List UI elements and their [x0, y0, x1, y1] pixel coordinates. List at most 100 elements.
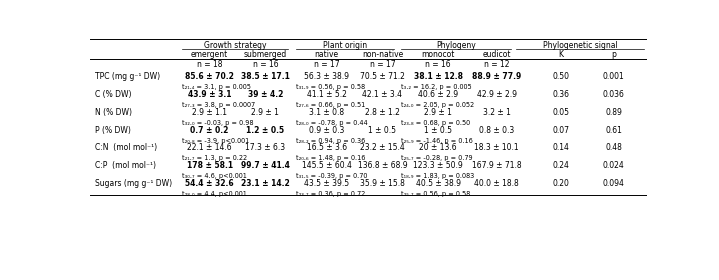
- Text: C (% DW): C (% DW): [96, 90, 132, 99]
- Text: 0.8 ± 0.3: 0.8 ± 0.3: [479, 126, 514, 135]
- Text: monocot: monocot: [421, 50, 455, 59]
- Text: 0.24: 0.24: [552, 161, 569, 170]
- Text: t₃₀.₇ = 4.6, p<0.001: t₃₀.₇ = 4.6, p<0.001: [182, 173, 247, 179]
- Text: 20 ± 13.6: 20 ± 13.6: [419, 143, 457, 152]
- Text: t₂₁.₄ = 3.1, p = 0.005: t₂₁.₄ = 3.1, p = 0.005: [182, 85, 251, 90]
- Text: 40.5 ± 38.9: 40.5 ± 38.9: [416, 179, 461, 188]
- Text: 0.48: 0.48: [605, 143, 622, 152]
- Text: t₂₅.₉ = -1.46, p = 0.16: t₂₅.₉ = -1.46, p = 0.16: [400, 137, 472, 144]
- Text: 23.2 ± 15.4: 23.2 ± 15.4: [360, 143, 405, 152]
- Text: 23.1 ± 14.2: 23.1 ± 14.2: [241, 179, 290, 188]
- Text: 0.001: 0.001: [603, 73, 625, 81]
- Text: n = 18: n = 18: [197, 60, 222, 69]
- Text: t₂₈.₀ = -0.78, p = 0.44: t₂₈.₀ = -0.78, p = 0.44: [296, 120, 367, 126]
- Text: 16.5 ± 3.6: 16.5 ± 3.6: [306, 143, 347, 152]
- Text: t₁₈.₉ = 1.83, p = 0.083: t₁₈.₉ = 1.83, p = 0.083: [400, 173, 474, 179]
- Text: t₂₃.₇ = 0.36, p = 0.72: t₂₃.₇ = 0.36, p = 0.72: [296, 191, 365, 197]
- Text: 1 ± 0.5: 1 ± 0.5: [368, 126, 396, 135]
- Text: n = 16: n = 16: [426, 60, 451, 69]
- Text: 54.4 ± 32.6: 54.4 ± 32.6: [186, 179, 234, 188]
- Text: 42.1 ± 3.4: 42.1 ± 3.4: [362, 90, 403, 99]
- Text: t₂₀.₈ = -3.9, p<0.001: t₂₀.₈ = -3.9, p<0.001: [182, 137, 249, 144]
- Text: 18.3 ± 10.1: 18.3 ± 10.1: [475, 143, 519, 152]
- Text: 42.9 ± 2.9: 42.9 ± 2.9: [477, 90, 517, 99]
- Text: 40.0 ± 18.8: 40.0 ± 18.8: [475, 179, 519, 188]
- Text: 41.1 ± 5.2: 41.1 ± 5.2: [307, 90, 347, 99]
- Text: 22.1 ± 14.6: 22.1 ± 14.6: [188, 143, 232, 152]
- Text: Sugars (mg g⁻¹ DW): Sugars (mg g⁻¹ DW): [96, 179, 173, 188]
- Text: 136.8 ± 68.9: 136.8 ± 68.9: [357, 161, 407, 170]
- Text: eudicot: eudicot: [482, 50, 511, 59]
- Text: P (% DW): P (% DW): [96, 126, 132, 135]
- Text: 2.9 ± 1: 2.9 ± 1: [252, 108, 280, 117]
- Text: 85.6 ± 70.2: 85.6 ± 70.2: [186, 73, 234, 81]
- Text: 70.5 ± 71.2: 70.5 ± 71.2: [360, 73, 405, 81]
- Text: t₂₅.₇ = -0.28, p = 0.79: t₂₅.₇ = -0.28, p = 0.79: [400, 155, 472, 161]
- Text: 0.7 ± 0.2: 0.7 ± 0.2: [191, 126, 229, 135]
- Text: n = 17: n = 17: [314, 60, 339, 69]
- Text: 40.6 ± 2.9: 40.6 ± 2.9: [418, 90, 458, 99]
- Text: 167.9 ± 71.8: 167.9 ± 71.8: [472, 161, 521, 170]
- Text: Growth strategy: Growth strategy: [203, 41, 266, 50]
- Text: t₃₂.₀ = -0.03, p = 0.98: t₃₂.₀ = -0.03, p = 0.98: [182, 120, 253, 126]
- Text: non-native: non-native: [362, 50, 403, 59]
- Text: N (% DW): N (% DW): [96, 108, 132, 117]
- Text: t₃₁.₅ = -0.39, p = 0.70: t₃₁.₅ = -0.39, p = 0.70: [296, 173, 367, 179]
- Text: 0.07: 0.07: [552, 126, 569, 135]
- Text: 0.61: 0.61: [605, 126, 622, 135]
- Text: t₂₇.₆ = 0.66, p = 0.51: t₂₇.₆ = 0.66, p = 0.51: [296, 102, 365, 108]
- Text: p: p: [611, 50, 616, 59]
- Text: 1 ± 0.5: 1 ± 0.5: [424, 126, 452, 135]
- Text: 178 ± 58.1: 178 ± 58.1: [187, 161, 233, 170]
- Text: 39 ± 4.2: 39 ± 4.2: [248, 90, 283, 99]
- Text: C:P  (mol mol⁻¹): C:P (mol mol⁻¹): [96, 161, 157, 170]
- Text: t₂₀.₆ = 1.48, p = 0.16: t₂₀.₆ = 1.48, p = 0.16: [296, 155, 365, 161]
- Text: 35.9 ± 15.8: 35.9 ± 15.8: [360, 179, 405, 188]
- Text: t₂₅.₇ = 0.56, p = 0.58: t₂₅.₇ = 0.56, p = 0.58: [400, 191, 470, 197]
- Text: 0.094: 0.094: [603, 179, 625, 188]
- Text: 43.5 ± 39.5: 43.5 ± 39.5: [304, 179, 349, 188]
- Text: n = 17: n = 17: [370, 60, 395, 69]
- Text: n = 16: n = 16: [252, 60, 278, 69]
- Text: t₂₃.₈ = 0.68, p = 0.50: t₂₃.₈ = 0.68, p = 0.50: [400, 120, 470, 126]
- Text: 123.3 ± 50.9: 123.3 ± 50.9: [413, 161, 463, 170]
- Text: 2.9 ± 1.1: 2.9 ± 1.1: [192, 108, 227, 117]
- Text: n = 12: n = 12: [484, 60, 509, 69]
- Text: 0.36: 0.36: [552, 90, 569, 99]
- Text: 145.5 ± 60.4: 145.5 ± 60.4: [302, 161, 352, 170]
- Text: 17.3 ± 6.3: 17.3 ± 6.3: [245, 143, 285, 152]
- Text: Plant origin: Plant origin: [323, 41, 367, 50]
- Text: t₂₈.₂ = 0.94, p = 0.36: t₂₈.₂ = 0.94, p = 0.36: [296, 137, 365, 144]
- Text: 3.2 ± 1: 3.2 ± 1: [482, 108, 510, 117]
- Text: 99.7 ± 41.4: 99.7 ± 41.4: [241, 161, 290, 170]
- Text: t₃.₂ = 16.2, p = 0.005: t₃.₂ = 16.2, p = 0.005: [400, 85, 472, 90]
- Text: native: native: [315, 50, 339, 59]
- Text: K: K: [558, 50, 563, 59]
- Text: 38.1 ± 12.8: 38.1 ± 12.8: [413, 73, 462, 81]
- Text: 2.9 ± 1: 2.9 ± 1: [424, 108, 452, 117]
- Text: 0.14: 0.14: [552, 143, 569, 152]
- Text: t₂₈.₀ = 4.4, p<0.001: t₂₈.₀ = 4.4, p<0.001: [182, 191, 247, 197]
- Text: t₂₄.₀ = 2.05, p = 0.052: t₂₄.₀ = 2.05, p = 0.052: [400, 102, 474, 108]
- Text: 0.036: 0.036: [603, 90, 625, 99]
- Text: 43.9 ± 3.1: 43.9 ± 3.1: [188, 90, 232, 99]
- Text: C:N  (mol mol⁻¹): C:N (mol mol⁻¹): [96, 143, 157, 152]
- Text: 0.20: 0.20: [552, 179, 569, 188]
- Text: 0.50: 0.50: [552, 73, 569, 81]
- Text: 0.9 ± 0.3: 0.9 ± 0.3: [309, 126, 344, 135]
- Text: Phylogeny: Phylogeny: [436, 41, 475, 50]
- Text: 88.9 ± 77.9: 88.9 ± 77.9: [472, 73, 521, 81]
- Text: 0.89: 0.89: [605, 108, 622, 117]
- Text: TPC (mg g⁻¹ DW): TPC (mg g⁻¹ DW): [96, 73, 160, 81]
- Text: 0.024: 0.024: [603, 161, 625, 170]
- Text: 0.05: 0.05: [552, 108, 569, 117]
- Text: 56.3 ± 38.9: 56.3 ± 38.9: [304, 73, 349, 81]
- Text: 1.2 ± 0.5: 1.2 ± 0.5: [247, 126, 285, 135]
- Text: t₃₁.₉ = 0.56, p = 0.58: t₃₁.₉ = 0.56, p = 0.58: [296, 85, 365, 90]
- Text: t₂₇.₃ = 3.8, p = 0.0007: t₂₇.₃ = 3.8, p = 0.0007: [182, 102, 255, 108]
- Text: submerged: submerged: [244, 50, 287, 59]
- Text: 3.1 ± 0.8: 3.1 ± 0.8: [309, 108, 344, 117]
- Text: 38.5 ± 17.1: 38.5 ± 17.1: [241, 73, 290, 81]
- Text: Phylogenetic signal: Phylogenetic signal: [543, 41, 618, 50]
- Text: emergent: emergent: [191, 50, 229, 59]
